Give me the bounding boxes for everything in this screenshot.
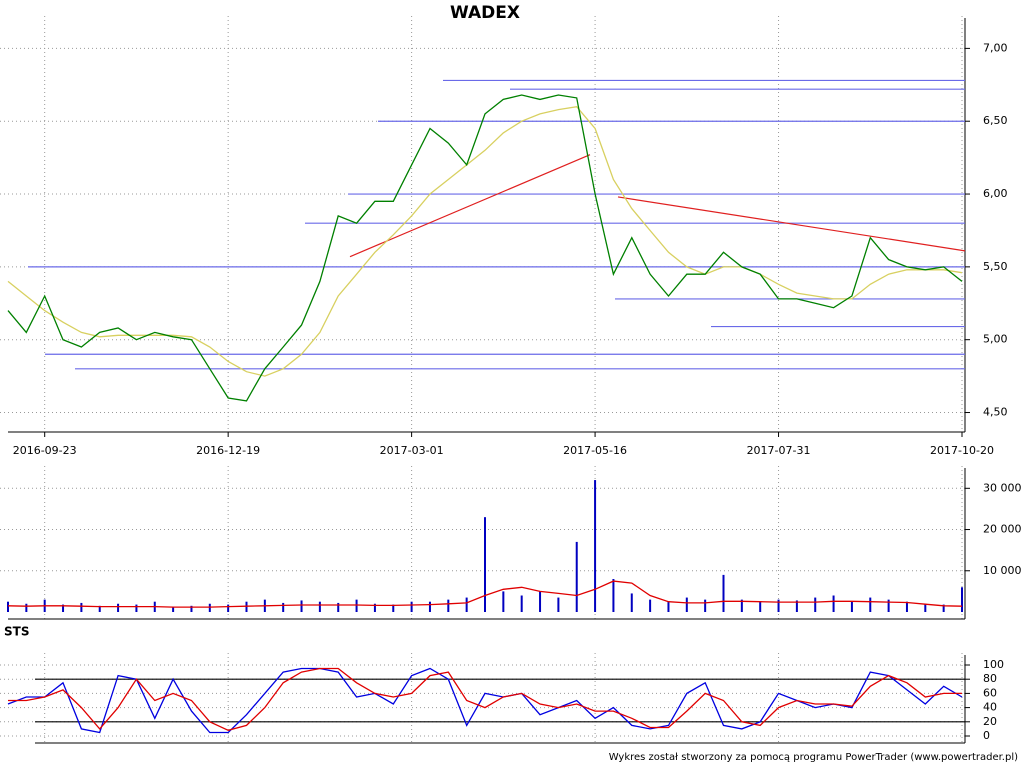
series-line: [7, 106, 963, 377]
volume-bar: [539, 591, 542, 612]
series-line: [7, 94, 963, 402]
volume-bar: [594, 480, 597, 612]
volume-bar: [318, 601, 321, 612]
volume-bar: [428, 601, 431, 612]
volume-bar: [7, 601, 9, 612]
y-tick-label: 80: [983, 672, 997, 685]
volume-bar: [759, 601, 762, 612]
y-tick-label: 5,00: [983, 333, 1008, 346]
y-tick-label: 5,50: [983, 260, 1008, 273]
volume-bar: [447, 599, 450, 612]
volume-bar: [740, 599, 743, 612]
volume-bar: [190, 605, 193, 612]
volume-bar: [410, 601, 413, 612]
volume-bar: [373, 603, 376, 612]
y-tick-label: 6,50: [983, 114, 1008, 127]
volume-bar: [484, 517, 486, 612]
volume-bar: [850, 601, 853, 612]
y-tick-label: 40: [983, 701, 997, 714]
y-tick-label: 6,00: [983, 187, 1008, 200]
panel-title: STS: [4, 625, 29, 639]
y-tick-label: 100: [983, 658, 1004, 671]
volume-bar: [777, 599, 780, 612]
y-tick-label: 10 000: [983, 564, 1022, 577]
trend-line: [617, 196, 966, 252]
volume-bar: [649, 599, 652, 612]
footer: Wykres został stworzony za pomocą progra…: [609, 752, 1018, 763]
volume-bar: [905, 601, 908, 612]
series-line: [8, 667, 962, 731]
volume-bar: [117, 603, 120, 612]
volume-bar: [80, 602, 83, 612]
y-tick-label: 30 000: [983, 481, 1022, 494]
y-tick-label: 4,50: [983, 406, 1008, 419]
volume-bar: [575, 541, 578, 612]
volume-bar: [227, 604, 230, 612]
volume-bar: [208, 603, 211, 612]
volume-bar: [337, 602, 340, 612]
volume-bar: [685, 597, 688, 612]
volume-bar: [630, 593, 633, 612]
x-tick-label: 2016-12-19: [196, 444, 260, 457]
volume-bar: [612, 579, 615, 612]
y-tick-label: 0: [983, 729, 990, 742]
volume-bar: [392, 604, 395, 612]
volume-bar: [62, 604, 65, 612]
volume-bar: [465, 597, 468, 612]
volume-bar: [25, 603, 28, 612]
volume-bar: [832, 595, 835, 612]
x-tick-label: 2017-03-01: [380, 444, 444, 457]
y-tick-label: 60: [983, 686, 997, 699]
volume-bar: [704, 599, 707, 612]
volume-bar: [282, 602, 285, 612]
volume-bar: [942, 604, 945, 612]
chart-title: WADEX: [450, 3, 520, 23]
volume-bar: [722, 574, 725, 612]
y-tick-label: 20: [983, 715, 997, 728]
volume-bar: [172, 607, 175, 612]
x-tick-label: 2016-09-23: [13, 444, 77, 457]
series-line: [7, 667, 963, 734]
y-tick-label: 20 000: [983, 523, 1022, 536]
series-line: [7, 580, 963, 608]
y-tick-label: 7,00: [983, 41, 1008, 54]
volume-bar: [887, 599, 890, 612]
volume-bar: [924, 603, 927, 612]
volume-bar: [520, 595, 523, 612]
x-tick-label: 2017-10-20: [930, 444, 994, 457]
x-tick-label: 2017-05-16: [563, 444, 627, 457]
volume-bar: [667, 601, 670, 612]
volume-bar: [869, 597, 872, 612]
trend-line: [349, 154, 591, 258]
volume-bar: [795, 600, 798, 612]
volume-bar: [355, 599, 358, 612]
volume-bar: [300, 600, 303, 612]
volume-bar: [135, 604, 138, 612]
volume-bar: [98, 605, 101, 612]
volume-bar: [502, 591, 505, 612]
x-tick-label: 2017-07-31: [747, 444, 811, 457]
volume-bar: [961, 587, 963, 612]
volume-bar: [814, 597, 817, 612]
volume-bar: [557, 597, 560, 612]
